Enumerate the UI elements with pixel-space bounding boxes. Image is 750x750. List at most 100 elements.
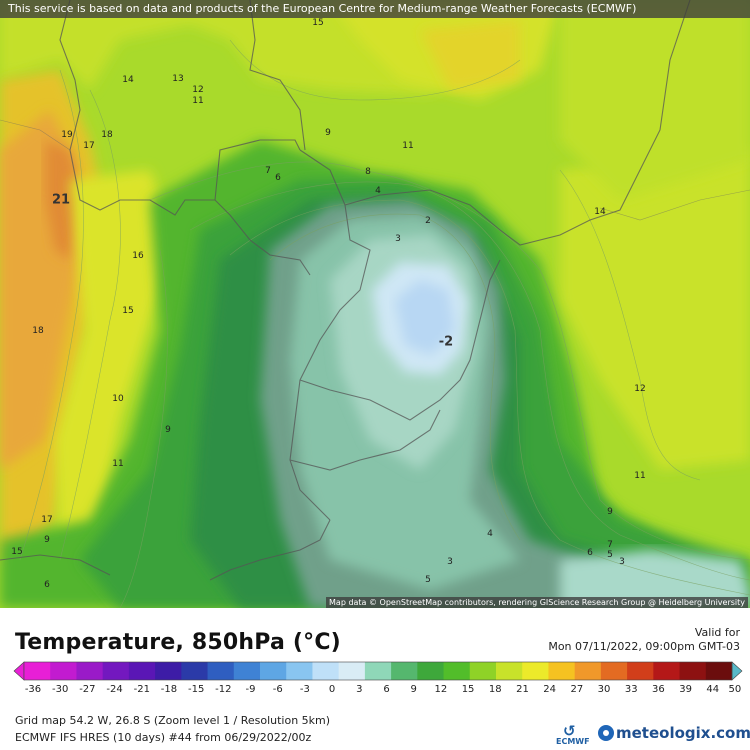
contour-label: 17 [41, 515, 53, 525]
contour-label: 15 [122, 306, 134, 316]
colorbar-segment [312, 662, 340, 680]
colorbar-tick-label: 18 [488, 684, 502, 695]
contour-label: 3 [395, 234, 401, 244]
chart-title: Temperature, 850hPa (°C) [15, 630, 341, 655]
colorbar-tick-label: -24 [106, 684, 123, 695]
valid-date: Mon 07/11/2022, 09:00pm GMT-03 [548, 640, 740, 653]
contour-label: 9 [607, 507, 613, 517]
colorbar-segment [496, 662, 523, 680]
meteologix-brand-name: meteologix.com [616, 723, 750, 742]
colorbar-segment [469, 662, 497, 680]
colorbar-segment [76, 662, 104, 680]
contour-label: 14 [122, 75, 134, 85]
colorbar-segment [391, 662, 418, 680]
grid-info: Grid map 54.2 W, 26.8 S (Zoom level 1 / … [15, 714, 331, 727]
ecmwf-logo[interactable]: ↺ ECMWF [556, 722, 590, 746]
contour-label: 11 [402, 141, 414, 151]
contour-label: 7 [265, 166, 271, 176]
contour-label: 6 [44, 580, 50, 590]
temperature-map[interactable]: This service is based on data and produc… [0, 0, 750, 608]
contour-label: 3 [447, 557, 453, 567]
colorbar-segment [128, 662, 156, 680]
colorbar-segment [679, 662, 707, 680]
colorbar-tick-label: -27 [79, 684, 96, 695]
colorbar-tick-label: 39 [679, 684, 692, 695]
ecmwf-logo-text: ECMWF [556, 737, 590, 746]
colorbar-segment [102, 662, 130, 680]
contour-label: 11 [192, 96, 204, 106]
map-attribution[interactable]: Map data © OpenStreetMap contributors, r… [326, 597, 748, 608]
contour-label: 6 [275, 173, 281, 183]
temperature-field [0, 0, 750, 608]
legend-footer: Temperature, 850hPa (°C) Valid for Mon 0… [0, 608, 750, 750]
colorbar-segment [24, 662, 51, 680]
colorbar-segment [653, 662, 681, 680]
contour-label: 13 [172, 74, 184, 84]
contour-label: 15 [11, 547, 23, 557]
colorbar-max-arrow [731, 661, 743, 681]
map-attribution-text: Map data © OpenStreetMap contributors, r… [329, 598, 745, 607]
colorbar-segment [207, 662, 235, 680]
contour-label: 9 [44, 535, 50, 545]
contour-label: 3 [619, 557, 625, 567]
contour-label: 18 [32, 326, 44, 336]
colorbar-tick-label: -3 [299, 684, 310, 695]
colorbar-tick-label: 27 [570, 684, 584, 695]
contour-label: -2 [438, 334, 454, 350]
colorbar-min-arrow [13, 661, 25, 681]
model-info: ECMWF IFS HRES (10 days) #44 from 06/29/… [15, 731, 312, 744]
contour-label: 4 [375, 186, 381, 196]
colorbar-segment [338, 662, 366, 680]
colorbar-tick-label: -36 [24, 684, 42, 695]
valid-for-label: Valid for [694, 626, 740, 639]
colorbar-tick-label: 24 [543, 684, 557, 695]
colorbar-segment [705, 662, 733, 680]
contour-label: 14 [594, 207, 606, 217]
meteologix-globe-icon [598, 724, 614, 741]
colorbar-segment [181, 662, 209, 680]
contour-label: 18 [101, 130, 113, 140]
contour-label: 11 [634, 471, 646, 481]
contour-label: 10 [112, 394, 124, 404]
contour-label: 19 [61, 130, 73, 140]
colorbar-tick-label: 50 [728, 684, 742, 695]
colorbar-segment [233, 662, 261, 680]
colorbar-segment [522, 662, 549, 680]
contour-label: 9 [165, 425, 171, 435]
colorbar-tick-label: -30 [52, 684, 69, 695]
contour-label: 12 [634, 384, 646, 394]
colorbar-tick-label: -9 [245, 684, 256, 695]
colorbar-segment [600, 662, 628, 680]
colorbar-tick-label: 15 [461, 684, 475, 695]
colorbar-tick-label: 0 [328, 684, 336, 695]
colorbar-segment [286, 662, 313, 680]
colorbar-tick-label: -6 [272, 684, 283, 695]
contour-label: 4 [487, 529, 493, 539]
colorbar-tick-label: 6 [383, 684, 390, 695]
ecmwf-notice-text: This service is based on data and produc… [8, 2, 637, 15]
contour-label: 12 [192, 85, 204, 95]
colorbar-segment [155, 662, 182, 680]
colorbar-tick-label: 44 [706, 684, 720, 695]
colorbar-segment [627, 662, 654, 680]
colorbar-segment [548, 662, 576, 680]
contour-label: 9 [325, 128, 331, 138]
colorbar-tick-label: 12 [434, 684, 448, 695]
contour-label: 16 [132, 251, 144, 261]
contour-label: 15 [312, 18, 324, 28]
temperature-colorbar [13, 661, 743, 681]
colorbar-tick-label: 21 [516, 684, 529, 695]
colorbar-tick-label: 33 [624, 684, 638, 695]
meteologix-logo[interactable]: meteologix.com [598, 722, 750, 742]
colorbar-segment [443, 662, 471, 680]
contour-label: 5 [425, 575, 431, 585]
colorbar-segment [50, 662, 77, 680]
contour-label: 8 [365, 167, 371, 177]
contour-label: 7 [607, 540, 613, 550]
contour-label: 2 [425, 216, 431, 226]
colorbar-tick-label: 3 [356, 684, 363, 695]
colorbar-segment [364, 662, 392, 680]
colorbar-tick-label: -15 [187, 684, 205, 695]
contour-label: 11 [112, 459, 124, 469]
colorbar-tick-label: -12 [215, 684, 232, 695]
